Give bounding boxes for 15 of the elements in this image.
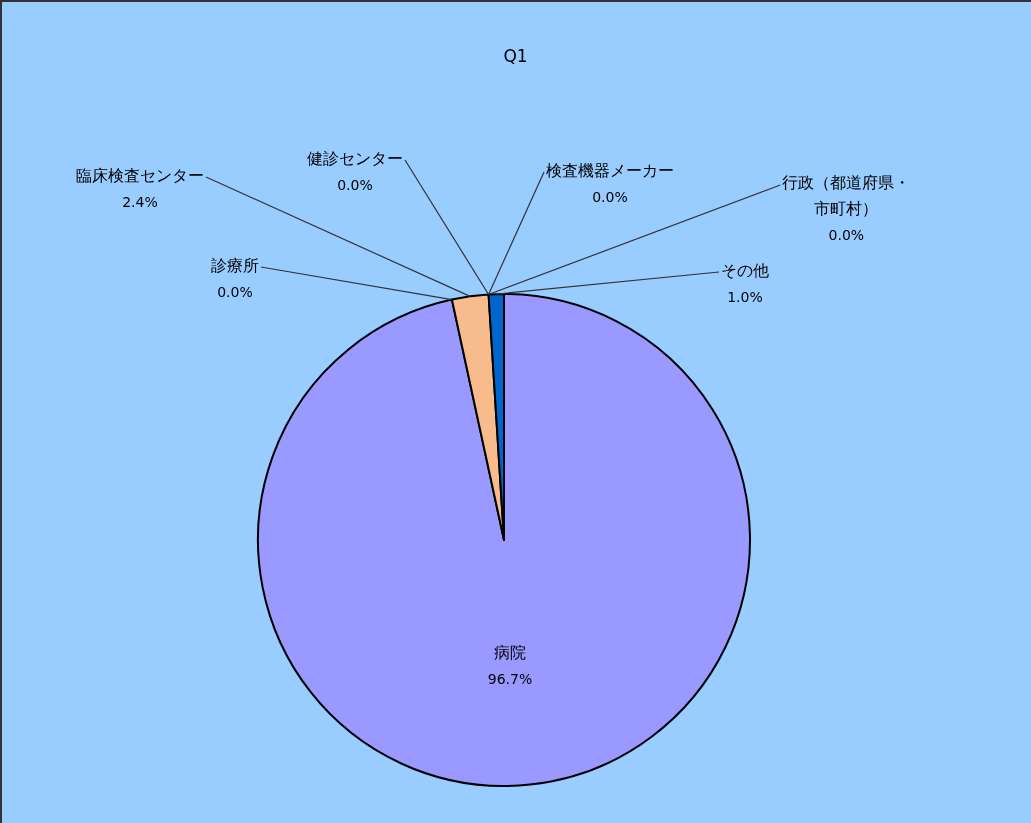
category-label: 健診センター: [307, 149, 403, 168]
text: 0.0%: [828, 227, 865, 243]
text: 0.0%: [217, 284, 253, 300]
data-label: 96.7%: [486, 670, 534, 689]
text: 0.0%: [592, 189, 628, 205]
slice-label: その他: [721, 261, 769, 280]
category-label: 行政（都道府県・市町村）: [782, 173, 911, 218]
category-label: 診療所: [211, 256, 259, 275]
data-label: 2.4%: [121, 193, 159, 212]
data-label: 1.0%: [726, 288, 764, 307]
category-label: 検査機器メーカー: [546, 161, 674, 180]
chart-title: Q1: [502, 46, 529, 66]
text: 0.0%: [337, 177, 373, 193]
slice-label: 臨床検査センター: [76, 166, 204, 185]
slice-label: 病院: [493, 642, 527, 664]
